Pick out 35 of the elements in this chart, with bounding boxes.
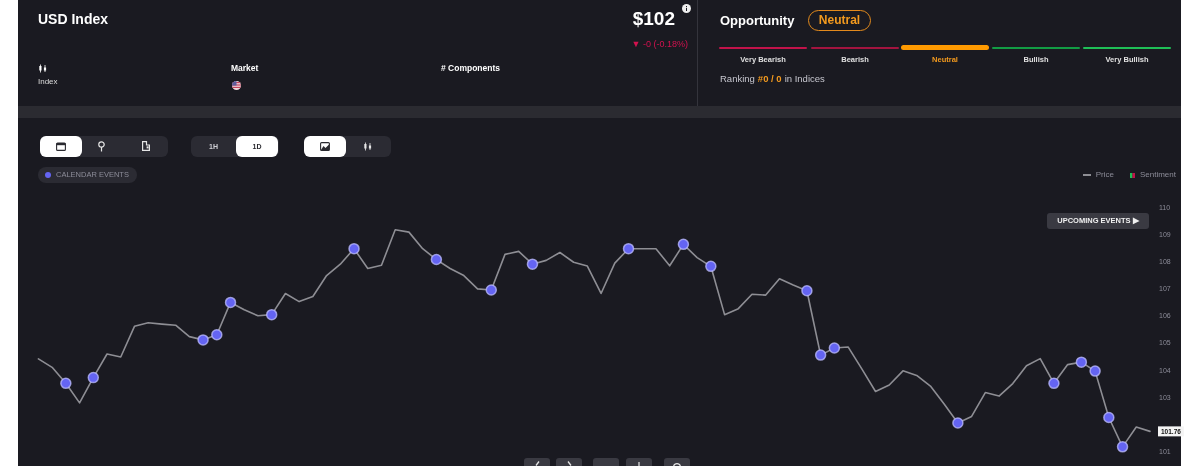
point: [1048, 377, 1060, 390]
point: [224, 296, 237, 309]
point: [828, 342, 841, 354]
point: [60, 377, 72, 390]
legend-label: Price: [1095, 170, 1114, 179]
text: Market: [231, 63, 259, 73]
text: $102: [632, 8, 675, 29]
point: [485, 284, 498, 296]
text: Index: [38, 77, 58, 86]
text: Opportunity: [720, 13, 795, 28]
point: [801, 285, 813, 297]
text: ▼ -0 (-0.18%): [631, 39, 688, 49]
point: [1075, 356, 1088, 368]
point: [952, 417, 964, 429]
point: [87, 371, 100, 384]
point: [430, 253, 443, 266]
text: Neutral: [808, 10, 871, 31]
text: Sentiment: [1139, 170, 1176, 179]
chart-title: USD Index: [38, 11, 109, 27]
point: [1103, 411, 1115, 424]
point: [622, 242, 635, 255]
text: # Components: [441, 63, 501, 73]
point: [705, 260, 717, 273]
point: [197, 334, 209, 346]
text: Ranking: [720, 73, 755, 84]
point: [1089, 365, 1101, 377]
point: [677, 238, 690, 251]
point: [211, 328, 223, 341]
point: [1116, 441, 1129, 453]
text: #0 / 0: [757, 73, 782, 84]
point: [814, 349, 827, 361]
point: [348, 242, 360, 255]
text: in Indices: [784, 73, 825, 84]
point: [526, 258, 539, 270]
point: [265, 308, 278, 321]
